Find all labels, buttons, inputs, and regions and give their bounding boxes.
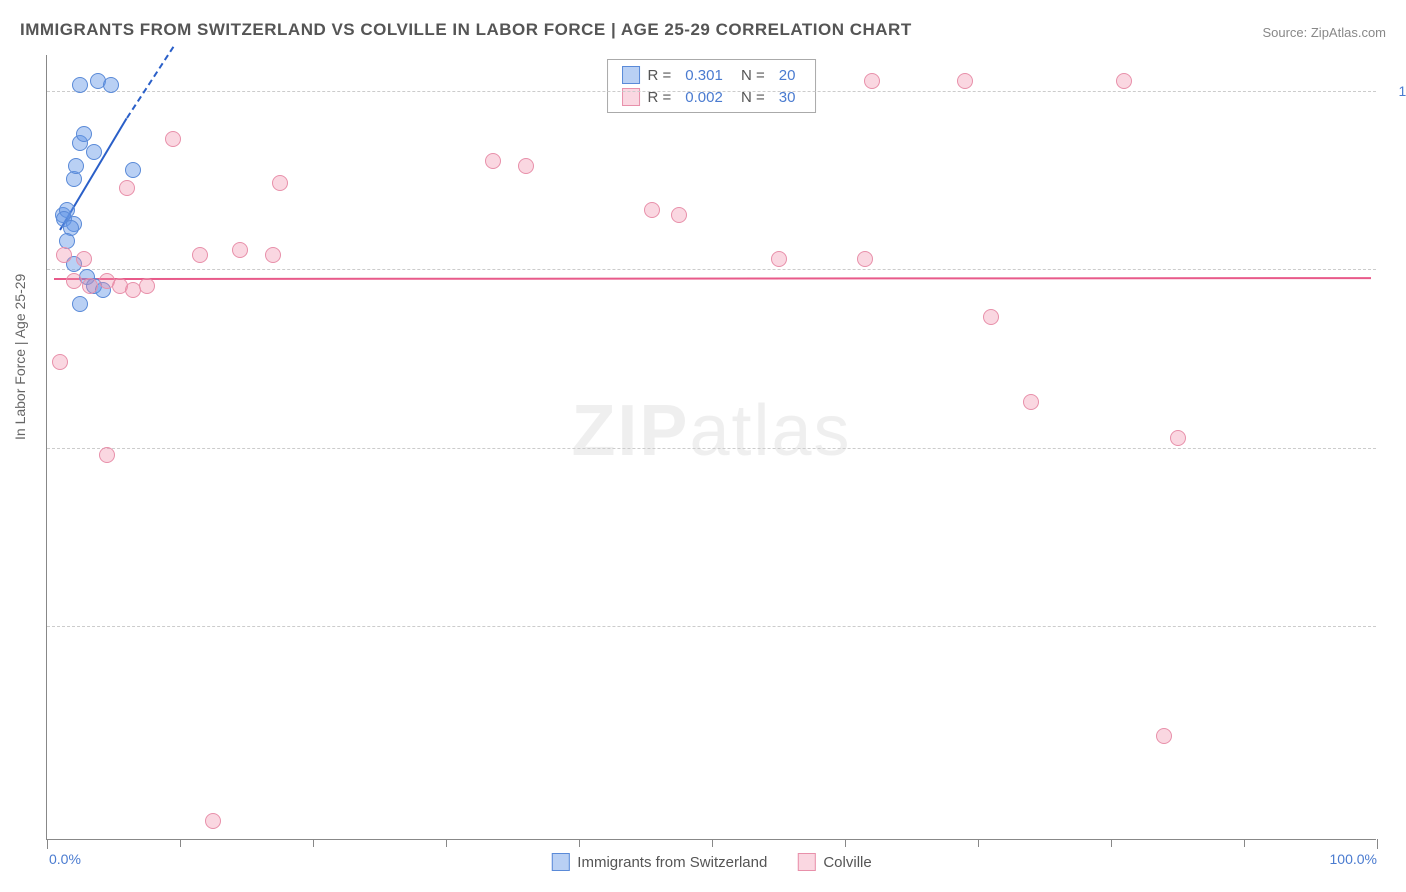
data-point (192, 247, 208, 263)
data-point (52, 354, 68, 370)
data-point (644, 202, 660, 218)
gridline-h (47, 626, 1376, 627)
data-point (68, 158, 84, 174)
data-point (1156, 728, 1172, 744)
trend-line (54, 277, 1371, 280)
x-tick-minor (1244, 839, 1245, 847)
data-point (82, 278, 98, 294)
data-point (265, 247, 281, 263)
data-point (139, 278, 155, 294)
data-point (165, 131, 181, 147)
legend-n-label: N = (737, 67, 765, 84)
data-point (125, 162, 141, 178)
gridline-h (47, 448, 1376, 449)
x-tick-minor (579, 839, 580, 847)
data-point (205, 813, 221, 829)
data-point (1116, 73, 1132, 89)
data-point (1023, 394, 1039, 410)
y-tick-label: 60.0% (1386, 440, 1406, 456)
data-point (56, 247, 72, 263)
data-point (72, 296, 88, 312)
data-point (983, 309, 999, 325)
y-tick-label: 40.0% (1386, 618, 1406, 634)
x-tick-minor (180, 839, 181, 847)
data-point (99, 447, 115, 463)
x-tick-label: 100.0% (1330, 851, 1377, 867)
data-point (518, 158, 534, 174)
legend-row: R =0.002 N =30 (622, 86, 802, 108)
data-point (66, 273, 82, 289)
data-point (671, 207, 687, 223)
x-tick-major (47, 839, 48, 849)
data-point (103, 77, 119, 93)
y-axis-label: In Labor Force | Age 25-29 (12, 274, 28, 440)
data-point (76, 251, 92, 267)
y-tick-label: 80.0% (1386, 261, 1406, 277)
x-tick-minor (978, 839, 979, 847)
data-point (957, 73, 973, 89)
correlation-legend: R = 0.301 N = 20 R =0.002 N =30 (607, 59, 817, 113)
gridline-h (47, 91, 1376, 92)
x-tick-label: 0.0% (49, 851, 81, 867)
data-point (1170, 430, 1186, 446)
legend-r-label: R = (648, 67, 672, 84)
legend-r-value: 0.301 (685, 67, 723, 84)
data-point (76, 126, 92, 142)
y-tick-label: 100.0% (1386, 83, 1406, 99)
x-tick-minor (446, 839, 447, 847)
data-point (864, 73, 880, 89)
data-point (771, 251, 787, 267)
watermark: ZIPatlas (571, 390, 851, 472)
data-point (857, 251, 873, 267)
data-point (86, 144, 102, 160)
data-point (72, 77, 88, 93)
chart-plot-area: ZIPatlas R =0.301 N =20R =0.002 N =30 Im… (46, 55, 1376, 840)
trend-line (126, 47, 174, 119)
data-point (272, 175, 288, 191)
legend-item: Colville (797, 853, 871, 871)
legend-label: Immigrants from Switzerland (577, 854, 767, 871)
legend-swatch (622, 66, 640, 84)
chart-title: IMMIGRANTS FROM SWITZERLAND VS COLVILLE … (20, 20, 912, 40)
legend-n-value: 20 (779, 67, 796, 84)
data-point (485, 153, 501, 169)
data-point (119, 180, 135, 196)
x-tick-minor (1111, 839, 1112, 847)
legend-label: Colville (823, 854, 871, 871)
x-tick-minor (313, 839, 314, 847)
legend-swatch (797, 853, 815, 871)
x-tick-minor (845, 839, 846, 847)
legend-row: R = 0.301 N = 20 (622, 64, 802, 86)
x-tick-minor (712, 839, 713, 847)
source-attribution: Source: ZipAtlas.com (1262, 25, 1386, 40)
data-point (232, 242, 248, 258)
series-legend: Immigrants from Switzerland Colville (551, 853, 871, 871)
legend-item: Immigrants from Switzerland (551, 853, 767, 871)
legend-swatch (551, 853, 569, 871)
x-tick-major (1377, 839, 1378, 849)
gridline-h (47, 269, 1376, 270)
